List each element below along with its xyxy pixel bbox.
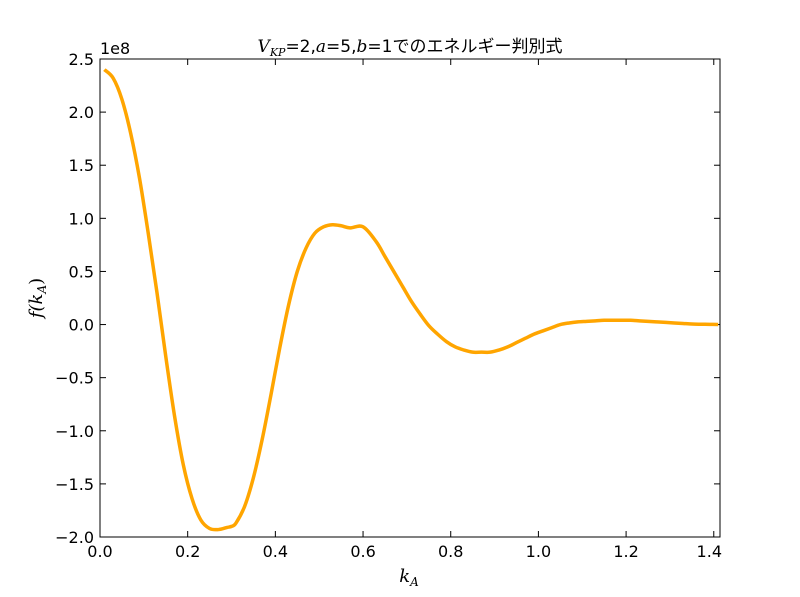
y-tick-label: 1.0: [69, 209, 94, 228]
y-tick-label: 2.5: [69, 50, 94, 69]
chart-title: VKP=2,a=5,b=1でのエネルギー判別式: [258, 37, 563, 59]
x-tick-label: 0.0: [87, 542, 112, 561]
x-tick-label: 1.0: [526, 542, 551, 561]
x-axis-label-text: kA: [399, 566, 419, 589]
y-tick-label: −2.0: [55, 528, 94, 547]
x-tick-label: 0.4: [263, 542, 288, 561]
y-axis-label: f(kA): [26, 278, 49, 320]
x-tick-label: 0.8: [438, 542, 463, 561]
y-axis-label-text: f(kA): [26, 278, 49, 320]
x-axis-ticks: 0.0 0.2 0.4 0.6 0.8 1.0 1.2 1.4: [87, 59, 722, 561]
y-tick-label: 0.5: [69, 262, 94, 281]
x-tick-label: 0.2: [175, 542, 200, 561]
x-axis-label: kA: [399, 566, 419, 589]
y-tick-label: −1.0: [55, 422, 94, 441]
series-group: [103, 68, 719, 532]
series-line: [103, 68, 719, 532]
y-tick-label: 2.0: [69, 103, 94, 122]
y-axis-ticks: 2.5 2.0 1.5 1.0 0.5 0.0 −0.5 −1.0 −1.5 −2.0: [55, 50, 720, 547]
y-tick-label: 0.0: [69, 316, 94, 335]
x-tick-label: 1.2: [613, 542, 638, 561]
x-tick-label: 1.4: [697, 542, 722, 561]
chart-title-text: VKP=2,a=5,b=1でのエネルギー判別式: [258, 37, 563, 59]
y-tick-label: 1.5: [69, 156, 94, 175]
y-tick-label: −0.5: [55, 369, 94, 388]
plot-area-frame: [99, 58, 721, 538]
y-offset-label: 1e8: [100, 39, 130, 58]
y-offset-text: 1e8: [100, 39, 130, 58]
x-tick-label: 0.6: [350, 542, 375, 561]
y-tick-label: −1.5: [55, 475, 94, 494]
